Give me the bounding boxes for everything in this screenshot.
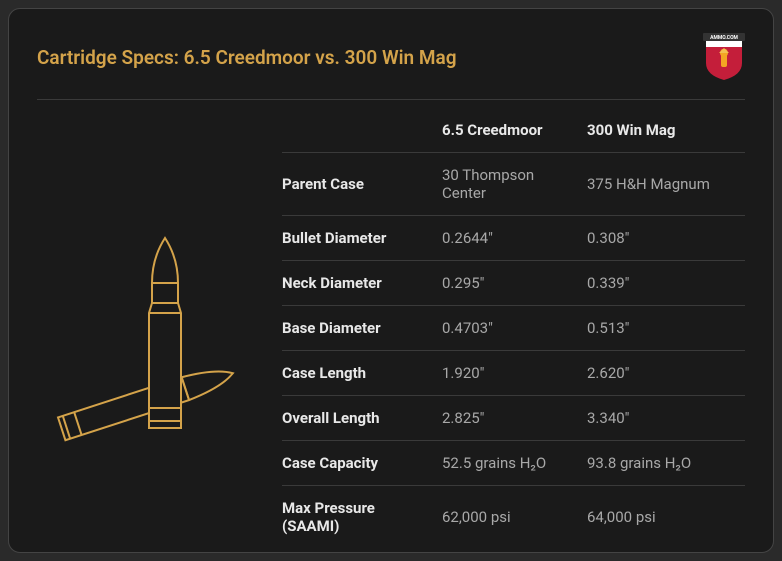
row-label: Max Pressure (SAAMI): [282, 499, 442, 535]
logo-text: AMMO.COM: [710, 35, 738, 41]
table-row: Bullet Diameter 0.2644" 0.308": [282, 216, 745, 261]
content-area: 6.5 Creedmoor 300 Win Mag Parent Case 30…: [37, 108, 745, 548]
col2-header: 300 Win Mag: [587, 121, 732, 139]
row-val1: 2.825": [442, 409, 587, 427]
row-val1: 0.4703": [442, 319, 587, 337]
card-title: Cartridge Specs: 6.5 Creedmoor vs. 300 W…: [37, 46, 457, 69]
row-val1: 52.5 grains H₂O: [442, 454, 587, 472]
table-row: Neck Diameter 0.295" 0.339": [282, 261, 745, 306]
row-val2: 64,000 psi: [587, 508, 732, 526]
row-label: Case Capacity: [282, 454, 442, 472]
row-label: Overall Length: [282, 409, 442, 427]
table-header-row: 6.5 Creedmoor 300 Win Mag: [282, 108, 745, 153]
table-row: Parent Case 30 Thompson Center 375 H&H M…: [282, 153, 745, 216]
row-val1: 1.920": [442, 364, 587, 382]
ammo-logo: AMMO.COM: [703, 33, 745, 81]
spec-card: Cartridge Specs: 6.5 Creedmoor vs. 300 W…: [8, 8, 774, 553]
table-row: Base Diameter 0.4703" 0.513": [282, 306, 745, 351]
row-label: Parent Case: [282, 175, 442, 193]
row-val2: 2.620": [587, 364, 732, 382]
table-row: Case Capacity 52.5 grains H₂O 93.8 grain…: [282, 441, 745, 486]
row-val2: 0.308": [587, 229, 732, 247]
row-label: Case Length: [282, 364, 442, 382]
header-divider: [37, 99, 745, 100]
row-label: Base Diameter: [282, 319, 442, 337]
row-label: Neck Diameter: [282, 274, 442, 292]
card-header: Cartridge Specs: 6.5 Creedmoor vs. 300 W…: [37, 33, 745, 99]
row-label: Bullet Diameter: [282, 229, 442, 247]
table-row: Case Length 1.920" 2.620": [282, 351, 745, 396]
row-val2: 0.339": [587, 274, 732, 292]
specs-table: 6.5 Creedmoor 300 Win Mag Parent Case 30…: [282, 108, 745, 548]
row-val1: 30 Thompson Center: [442, 166, 587, 202]
row-val2: 3.340": [587, 409, 732, 427]
col1-header: 6.5 Creedmoor: [442, 121, 587, 139]
table-row: Max Pressure (SAAMI) 62,000 psi 64,000 p…: [282, 486, 745, 548]
bullet-illustration: [37, 108, 282, 548]
row-val2: 0.513": [587, 319, 732, 337]
row-val1: 0.2644": [442, 229, 587, 247]
row-val2: 93.8 grains H₂O: [587, 454, 732, 472]
row-val2: 375 H&H Magnum: [587, 175, 732, 193]
table-row: Overall Length 2.825" 3.340": [282, 396, 745, 441]
row-val1: 0.295": [442, 274, 587, 292]
row-val1: 62,000 psi: [442, 508, 587, 526]
